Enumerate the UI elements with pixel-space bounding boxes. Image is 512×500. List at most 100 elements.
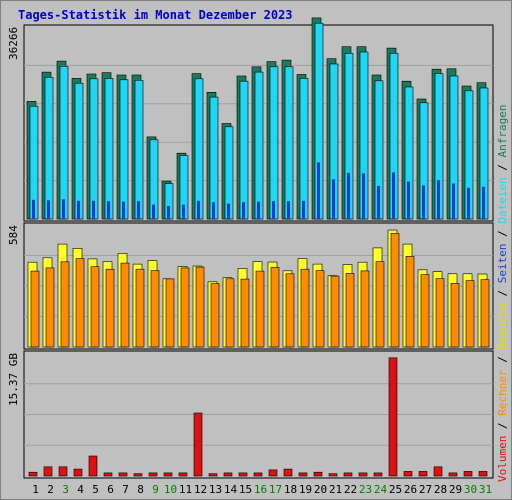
bar-seiten-day-6 xyxy=(107,201,110,219)
bar-volumen-day-30 xyxy=(463,471,473,477)
day-label-25: 25 xyxy=(389,483,402,496)
bar-seiten-day-25 xyxy=(392,172,395,219)
bar-dateien-day-2 xyxy=(44,77,54,220)
bar-seiten-day-29 xyxy=(452,183,455,219)
bar-rechner-day-17 xyxy=(270,267,280,348)
bar-dateien-day-4 xyxy=(74,82,84,220)
bar-volumen-day-4 xyxy=(73,468,83,477)
day-label-1: 1 xyxy=(32,483,39,496)
bar-volumen-day-9 xyxy=(148,472,158,477)
bar-seiten-day-20 xyxy=(317,162,320,219)
panel-top: 36266 xyxy=(7,17,494,222)
bar-dateien-day-6 xyxy=(104,78,114,220)
bar-volumen-day-10 xyxy=(163,472,173,477)
bar-rechner-day-6 xyxy=(105,268,115,348)
bar-volumen-day-16 xyxy=(253,472,263,477)
bar-dateien-day-8 xyxy=(134,80,144,220)
bar-seiten-day-1 xyxy=(32,199,35,219)
bar-volumen-day-20 xyxy=(313,471,323,477)
bar-dateien-day-13 xyxy=(209,96,219,220)
bar-volumen-day-21 xyxy=(328,473,338,477)
bar-rechner-day-22 xyxy=(345,273,355,348)
legend-seiten: Seiten xyxy=(496,244,509,284)
day-label-24: 24 xyxy=(374,483,388,496)
ymax-label-middle: 584 xyxy=(7,225,20,245)
bar-rechner-day-28 xyxy=(435,278,445,348)
bar-volumen-day-23 xyxy=(358,472,368,477)
day-label-31: 31 xyxy=(479,483,492,496)
bar-volumen-day-14 xyxy=(223,472,233,477)
bar-volumen-day-2 xyxy=(43,466,53,477)
bar-volumen-day-1 xyxy=(28,471,38,477)
bar-volumen-day-22 xyxy=(343,472,353,477)
bar-rechner-day-9 xyxy=(150,270,160,348)
bar-seiten-day-17 xyxy=(272,201,275,219)
bar-seiten-day-18 xyxy=(287,201,290,219)
bar-seiten-day-9 xyxy=(152,204,155,219)
day-label-20: 20 xyxy=(314,483,327,496)
vertical-legend-text: Volumen / Rechner / Besuche / Seiten / D… xyxy=(496,104,509,482)
bar-seiten-day-12 xyxy=(197,200,200,219)
bar-dateien-day-17 xyxy=(269,66,279,220)
day-label-7: 7 xyxy=(122,483,129,496)
bar-volumen-day-7 xyxy=(118,472,128,477)
bar-rechner-day-26 xyxy=(405,255,415,348)
bar-rechner-day-5 xyxy=(90,266,100,348)
bar-rechner-day-4 xyxy=(75,258,85,348)
day-label-30: 30 xyxy=(464,483,477,496)
day-label-19: 19 xyxy=(299,483,312,496)
legend-rechner: Rechner xyxy=(496,369,509,416)
bar-volumen-day-6 xyxy=(103,472,113,477)
bar-volumen-day-17 xyxy=(268,469,278,477)
day-label-13: 13 xyxy=(209,483,222,496)
day-label-22: 22 xyxy=(344,483,357,496)
bar-dateien-day-19 xyxy=(299,78,309,220)
bar-rechner-day-1 xyxy=(30,270,40,348)
bar-dateien-day-12 xyxy=(194,78,204,220)
bar-rechner-day-2 xyxy=(45,267,55,348)
bar-rechner-day-24 xyxy=(375,261,385,348)
bar-seiten-day-24 xyxy=(377,185,380,219)
bar-rechner-day-23 xyxy=(360,270,370,348)
bar-rechner-day-13 xyxy=(210,283,220,348)
bar-seiten-day-22 xyxy=(347,172,350,219)
bar-volumen-day-26 xyxy=(403,471,413,477)
bar-dateien-day-7 xyxy=(119,79,129,220)
day-label-26: 26 xyxy=(404,483,417,496)
bar-rechner-day-8 xyxy=(135,268,145,348)
bar-seiten-day-30 xyxy=(467,187,470,219)
bar-rechner-day-15 xyxy=(240,278,250,348)
bar-dateien-day-5 xyxy=(89,78,99,220)
day-label-27: 27 xyxy=(419,483,432,496)
legend-anfragen: Anfragen xyxy=(496,104,509,157)
bar-dateien-day-18 xyxy=(284,66,294,220)
day-label-21: 21 xyxy=(329,483,342,496)
legend-separator: / xyxy=(496,416,509,436)
panel-bottom: 15.37 GB xyxy=(7,350,494,479)
bar-volumen-day-29 xyxy=(448,472,458,477)
ymax-label-bottom: 15.37 GB xyxy=(7,353,20,406)
bar-seiten-day-26 xyxy=(407,181,410,219)
bar-seiten-day-3 xyxy=(62,199,65,219)
panel-middle: 584 xyxy=(7,222,494,350)
bar-volumen-day-25 xyxy=(388,357,398,477)
bar-volumen-day-3 xyxy=(58,466,68,477)
bar-rechner-day-20 xyxy=(315,270,325,348)
bar-volumen-day-19 xyxy=(298,472,308,477)
bar-seiten-day-14 xyxy=(227,203,230,219)
bar-rechner-day-10 xyxy=(165,278,175,348)
day-label-16: 16 xyxy=(254,483,267,496)
chart-panels: 36266 584 15.37 GB xyxy=(7,17,494,479)
bar-rechner-day-11 xyxy=(180,267,190,348)
bar-rechner-day-18 xyxy=(285,273,295,348)
day-label-23: 23 xyxy=(359,483,372,496)
bar-volumen-day-11 xyxy=(178,472,188,477)
day-label-18: 18 xyxy=(284,483,297,496)
day-label-8: 8 xyxy=(137,483,144,496)
day-label-15: 15 xyxy=(239,483,252,496)
day-label-5: 5 xyxy=(92,483,99,496)
bar-seiten-day-8 xyxy=(137,201,140,219)
bar-volumen-day-5 xyxy=(88,455,98,477)
bar-rechner-day-21 xyxy=(330,275,340,348)
day-label-29: 29 xyxy=(449,483,462,496)
